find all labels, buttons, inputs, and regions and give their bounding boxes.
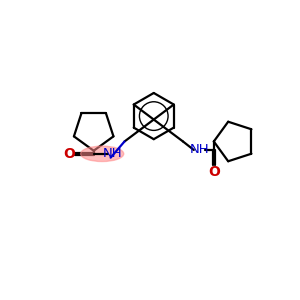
Text: O: O xyxy=(63,147,75,161)
Text: NH: NH xyxy=(190,143,210,157)
Ellipse shape xyxy=(81,146,124,161)
Text: NH: NH xyxy=(103,147,123,160)
Text: O: O xyxy=(208,164,220,178)
